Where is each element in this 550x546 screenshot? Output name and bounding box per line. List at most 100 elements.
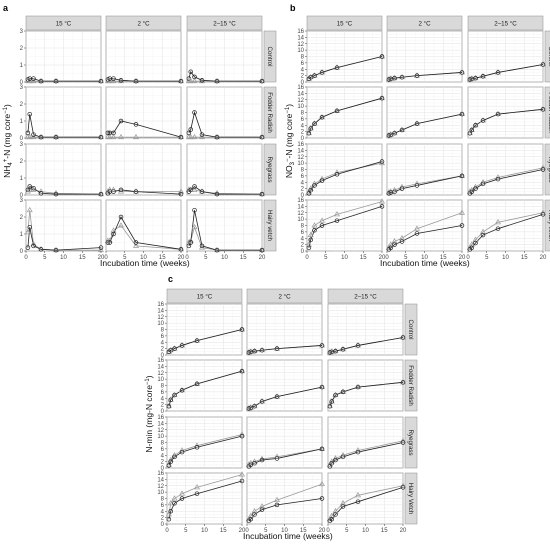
y-tick-label: 16 (157, 358, 164, 364)
series-line-circle (469, 108, 544, 134)
y-tick-label: 6 (301, 230, 305, 236)
facet (165, 359, 246, 412)
data-point-triangle (191, 223, 198, 230)
y-tick-label: 2 (20, 102, 24, 108)
y-tick-label: 8 (301, 111, 305, 117)
y-tick-label: 3 (20, 198, 24, 204)
x-tick-label: 20 (319, 528, 326, 534)
data-point-circle (192, 184, 197, 189)
data-point-circle (414, 231, 420, 236)
data-point-circle (355, 449, 361, 455)
y-tick-label: 2 (20, 46, 24, 52)
data-point-circle (540, 62, 546, 67)
row-strip-label: Hairy vetch (266, 210, 273, 242)
data-point-circle (308, 187, 314, 193)
data-point-triangle (479, 178, 487, 185)
data-point-circle (469, 127, 475, 133)
data-point-circle (194, 491, 200, 496)
column-strip-label: 15 °C (56, 21, 72, 28)
y-tick-label: 0 (20, 136, 24, 142)
x-tick-label: 5 (123, 255, 127, 261)
facet (24, 143, 105, 197)
x-tick-label: 5 (345, 528, 349, 534)
data-point-circle (38, 78, 44, 84)
data-point-triangle (30, 133, 37, 140)
data-point-circle (400, 380, 406, 385)
data-point-circle (459, 223, 465, 228)
data-point-circle (319, 384, 325, 390)
data-point-circle (31, 132, 36, 137)
data-point-circle (333, 457, 338, 463)
series-line-circle (168, 370, 243, 407)
data-point-circle (199, 132, 205, 137)
data-point-circle (355, 343, 361, 348)
x-tick-label: 20 (400, 528, 407, 534)
data-point-circle (25, 245, 31, 250)
data-point-circle (239, 433, 245, 439)
facet (326, 472, 407, 525)
x-tick-label: 5 (204, 255, 208, 261)
row-strip (404, 472, 418, 525)
data-point-circle (166, 463, 172, 468)
x-tick-label: 0 (385, 255, 389, 261)
y-tick-label: 0 (20, 80, 24, 86)
column-strip (246, 288, 323, 304)
data-point-triangle (110, 77, 117, 84)
y-tick-label: 2 (301, 130, 305, 136)
data-point-triangle (177, 188, 185, 194)
y-tick-label: 12 (157, 428, 164, 434)
facet (24, 30, 105, 84)
data-point-circle (259, 347, 265, 353)
data-point-circle (540, 107, 546, 112)
data-point-circle (118, 118, 124, 124)
data-point-circle (379, 95, 385, 101)
series-line-circle (308, 161, 383, 194)
facet (245, 303, 326, 356)
data-point-triangle (167, 456, 174, 462)
data-point-circle (469, 189, 475, 195)
facet (305, 30, 386, 83)
y-tick-label: 6 (161, 503, 165, 509)
data-point-circle (252, 460, 257, 466)
data-point-triangle (472, 183, 479, 189)
row-strip-label: Hairy Vetch (407, 483, 414, 515)
y-tick-label: 14 (157, 477, 164, 483)
panel-c: c15 °C 2 °C 2–15 °CControl0246810121416Fod… (144, 274, 418, 541)
data-point-circle (252, 512, 257, 517)
data-point-triangle (26, 186, 33, 192)
data-point-circle (308, 126, 314, 131)
x-tick-label: 20 (540, 255, 547, 261)
data-point-circle (473, 122, 478, 128)
data-point-triangle (30, 77, 37, 84)
y-tick-label: 3 (20, 85, 24, 91)
data-point-circle (312, 121, 317, 126)
facet (305, 198, 386, 252)
y-tick-label: 8 (161, 497, 165, 503)
data-point-circle (495, 176, 501, 182)
data-point-triangle (106, 77, 113, 84)
data-point-circle (392, 242, 397, 247)
row-strip-label: Control (547, 47, 550, 67)
y-tick-label: 0 (301, 193, 305, 199)
x-axis-label: Incubation time (weeks) (380, 258, 470, 268)
facet (165, 416, 246, 469)
data-point-circle (329, 399, 335, 404)
y-axis-label-part: ) (2, 104, 12, 107)
data-point-triangle (187, 237, 194, 243)
data-point-circle (392, 189, 397, 195)
y-tick-label: 8 (301, 168, 305, 174)
series-line-circle (188, 70, 262, 82)
data-point-circle (379, 204, 385, 209)
data-point-circle (399, 74, 405, 80)
data-point-circle (252, 348, 257, 354)
data-point-circle (239, 478, 245, 484)
data-point-circle (340, 347, 346, 352)
data-point-circle (319, 223, 325, 228)
data-point-circle (133, 240, 139, 245)
data-point-triangle (106, 237, 113, 243)
data-point-circle (133, 122, 139, 127)
data-point-circle (192, 74, 197, 80)
row-strip-label: Fodder Radish (407, 365, 414, 406)
data-point-circle (327, 350, 333, 355)
